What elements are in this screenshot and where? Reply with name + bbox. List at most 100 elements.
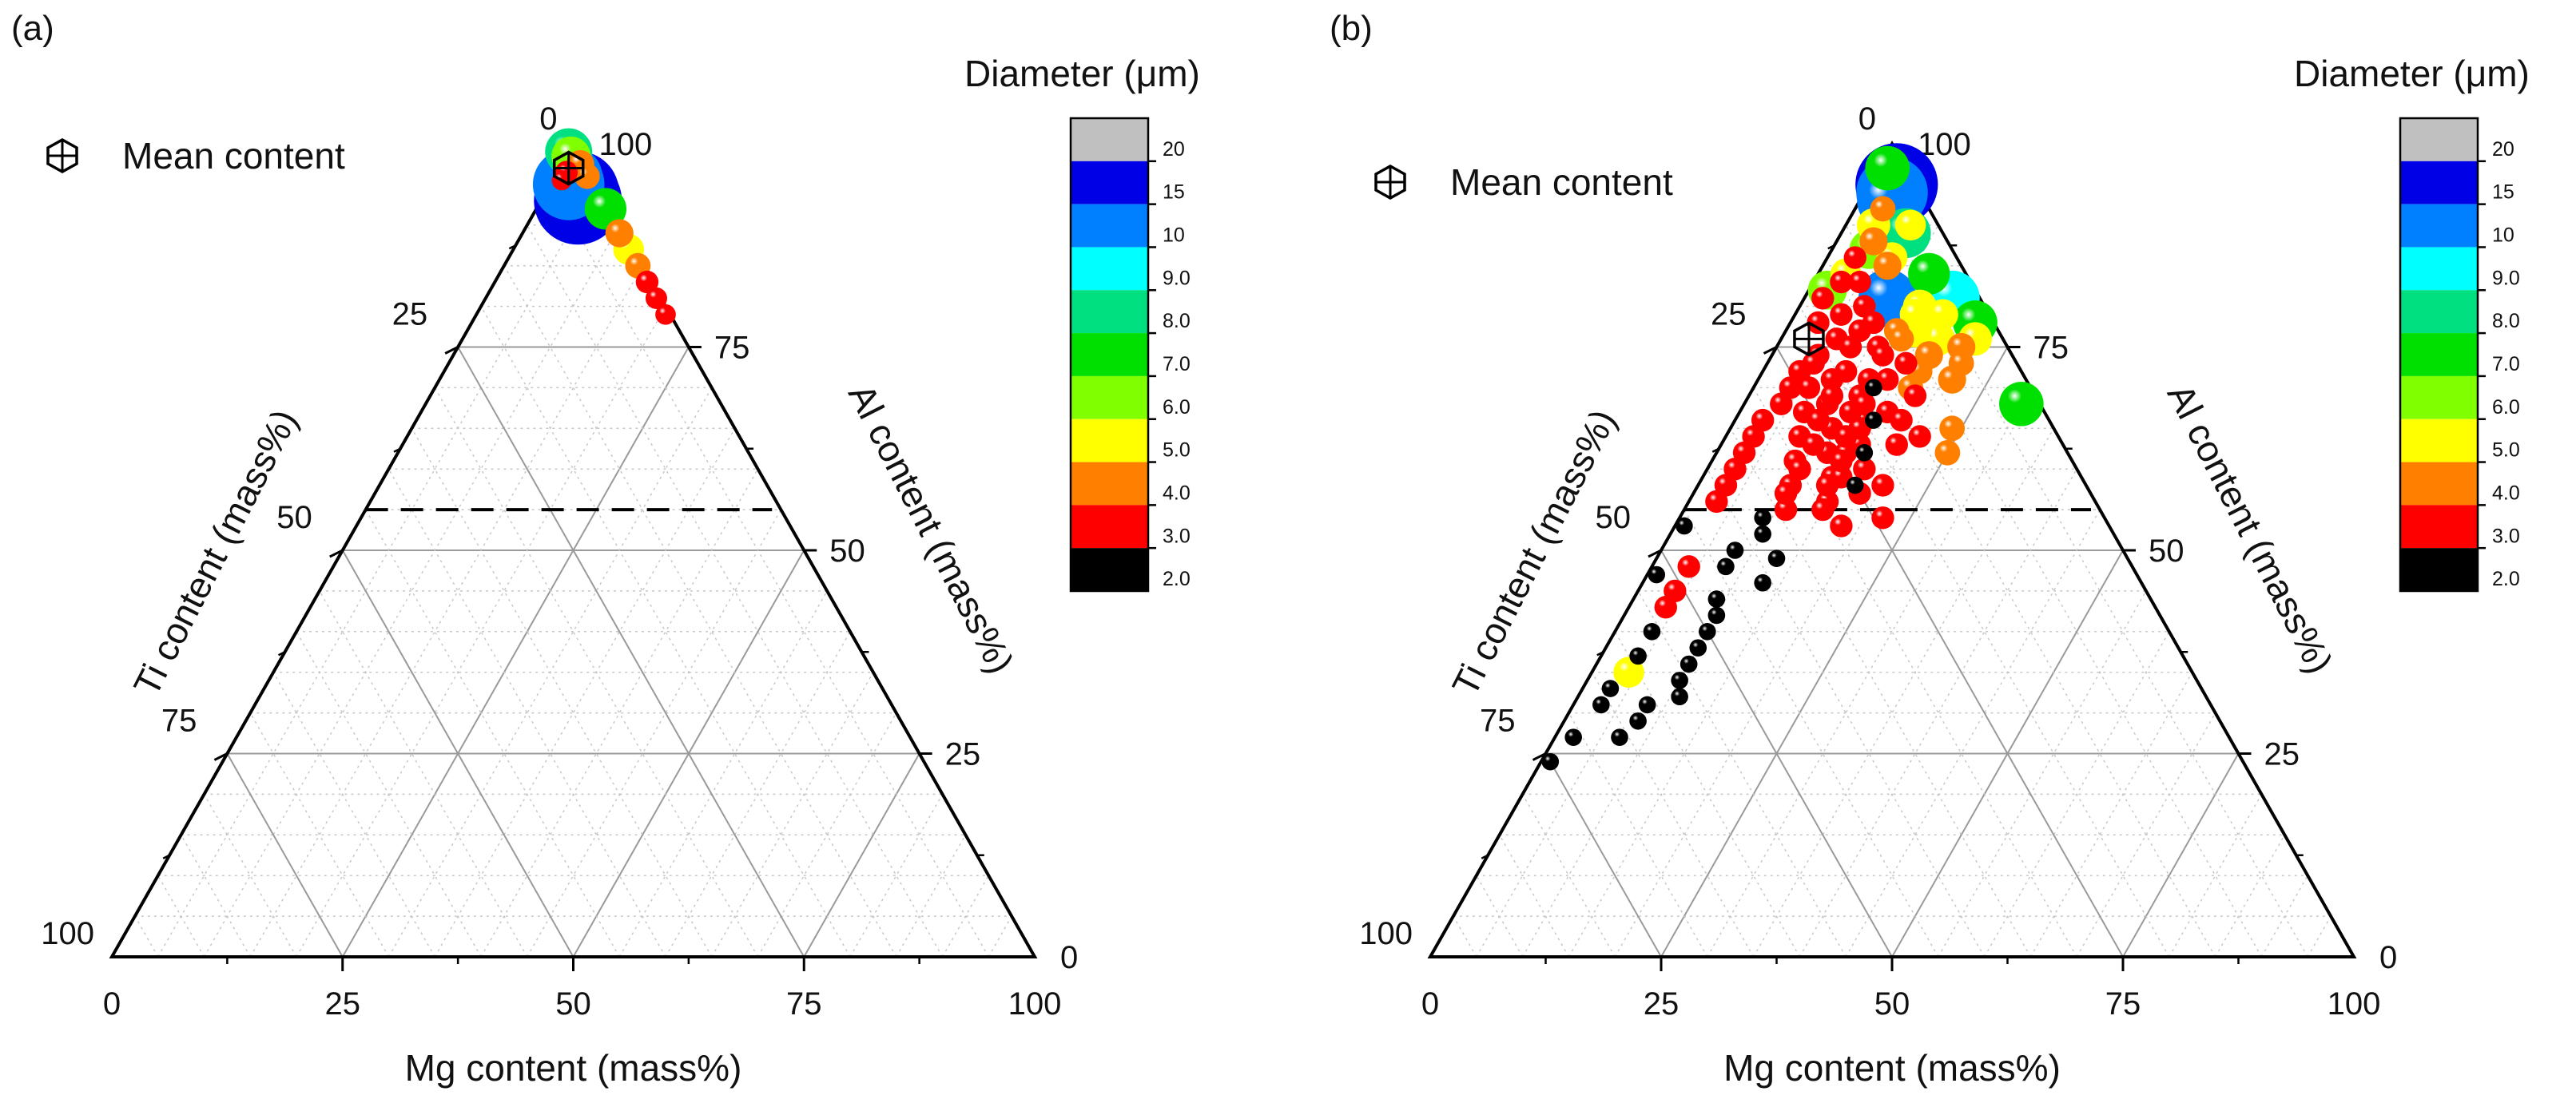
data-point [1848, 270, 1871, 294]
data-point [1541, 752, 1560, 771]
data-point [1671, 672, 1688, 689]
colorbar-label: 7.0 [2492, 353, 2520, 375]
gridline-mg [2169, 794, 2263, 958]
data-point [1843, 246, 1866, 269]
colorbar-band [1071, 290, 1148, 334]
data-point [1788, 458, 1811, 481]
tick-label-right: 75 [2033, 331, 2069, 366]
data-point [1885, 433, 1908, 456]
data-point [1830, 270, 1853, 294]
gridline-mg [2307, 915, 2332, 958]
data-point [1811, 498, 1835, 522]
tick-label-right: 50 [2149, 534, 2184, 569]
gridline-mg [711, 672, 874, 958]
data-point [1774, 498, 1798, 522]
data-point [1888, 326, 1914, 352]
data-point [1908, 252, 1950, 295]
gridline-ti [249, 712, 390, 958]
colorbar-label: 10 [1163, 224, 1185, 247]
gridline-ti [226, 753, 344, 958]
colorbar-band [1071, 505, 1148, 549]
data-point [1807, 311, 1830, 335]
colorbar-band [1071, 247, 1148, 291]
gridline-mg [1752, 427, 2054, 958]
colorbar-label: 4.0 [2492, 482, 2520, 504]
data-point [1629, 647, 1647, 665]
gridline-ti [1637, 590, 1847, 958]
data-point [1699, 623, 1716, 641]
tick-label-bottom: 75 [2105, 986, 2141, 1022]
gridline-ti [457, 347, 805, 958]
gridline-ti [1544, 753, 1662, 958]
data-point [1894, 351, 1918, 375]
data-point [1601, 680, 1620, 697]
data-point [1807, 408, 1830, 432]
gridline-ti [1752, 387, 2077, 958]
colorbar-label: 9.0 [2492, 267, 2520, 289]
data-point [1774, 482, 1798, 505]
data-point [1677, 555, 1700, 578]
data-point [1815, 474, 1839, 497]
gridline-mg [849, 794, 944, 958]
colorbar-band [1071, 333, 1148, 376]
tick-label-right: 25 [945, 737, 981, 772]
tick-label-right: 25 [2264, 737, 2300, 772]
data-point [1613, 657, 1644, 688]
gridline-ti [503, 265, 897, 958]
data-point [1648, 565, 1666, 584]
gridline-mg [2029, 672, 2193, 958]
data-point [1754, 573, 1771, 592]
gridline-ti [364, 509, 620, 958]
colorbar: Diameter (μm) 20 15 10 9.0 8.0 7.0 6.0 5.0 4.0 3.0… [2294, 53, 2530, 593]
minor-tick-left [162, 854, 170, 859]
gridline-mg [434, 427, 736, 958]
tick-label-top: 0 [1858, 101, 1876, 137]
data-point [1671, 688, 1688, 706]
gridline-ti [411, 427, 713, 958]
tick-left [1532, 752, 1547, 761]
ticks [1481, 244, 2304, 971]
colorbar-label: 7.0 [1163, 353, 1191, 375]
data-point [1820, 384, 1844, 407]
colorbar-band [1071, 419, 1148, 462]
data-point [1638, 696, 1656, 714]
colorbar-band [2400, 375, 2478, 419]
colorbar: Diameter (μm) 20 15 10 9.0 8.0 7.0 6.0 5.0 4.0 3.0… [964, 53, 1200, 593]
tick-label-left: 50 [1596, 500, 1632, 535]
gridline-mg [988, 915, 1012, 958]
data-point [1871, 474, 1894, 497]
axis-title-mg: Mg content (mass%) [1723, 1047, 2061, 1089]
data-point [1797, 376, 1821, 399]
data-point [1707, 590, 1726, 608]
data-point [1835, 359, 1858, 383]
colorbar-label: 3.0 [1163, 525, 1191, 547]
tick-label-right: 50 [829, 534, 865, 569]
colorbar-label: 2.0 [2492, 568, 2520, 590]
minor-tick-left [1596, 651, 1604, 657]
data-point [1830, 449, 1853, 473]
data-point [1871, 506, 1894, 530]
gridline-ti [1868, 184, 2308, 958]
gridline-ti [1614, 631, 1801, 958]
tick-left [444, 346, 459, 355]
tick-label-right: 75 [714, 331, 750, 366]
gridline-mg [249, 265, 643, 958]
gridline-mg [341, 347, 690, 958]
colorbar-frame [2399, 117, 2479, 593]
colorbar-label: 15 [1163, 181, 1185, 204]
colorbar-title: Diameter (μm) [2294, 53, 2530, 94]
tick-label-top: 0 [539, 101, 557, 137]
data-point [1767, 550, 1786, 567]
panel-label: (b) [1330, 9, 1373, 48]
data-point [1830, 514, 1853, 538]
data-point [645, 287, 667, 309]
axis-title-ti: Ti content (mass%) [1444, 403, 1624, 702]
colorbar-frame [1069, 117, 1150, 593]
mean-content-marker-icon [46, 137, 78, 174]
gridline-ti [549, 184, 989, 958]
data-point [1811, 287, 1835, 310]
data-point [1564, 728, 1582, 746]
